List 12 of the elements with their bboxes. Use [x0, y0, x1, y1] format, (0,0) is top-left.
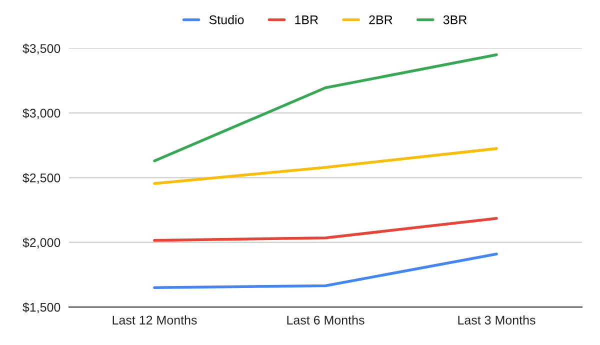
legend-label: 1BR [295, 16, 318, 24]
y-tick-label: $1,500 [22, 302, 60, 314]
x-tick-label: Last 6 Months [287, 315, 364, 325]
x-tick-label: Last 3 Months [458, 315, 536, 325]
y-tick-label: $3,000 [22, 108, 60, 120]
legend-label: 2BR [369, 15, 392, 24]
x-tick-label: Last 12 Months [112, 315, 197, 325]
y-tick-label: $3,500 [22, 44, 60, 54]
legend-label: Studio [209, 15, 244, 24]
y-tick-label: $2,000 [22, 238, 60, 248]
y-tick-label: $2,500 [22, 172, 60, 184]
legend-label: 3BR [443, 15, 467, 24]
